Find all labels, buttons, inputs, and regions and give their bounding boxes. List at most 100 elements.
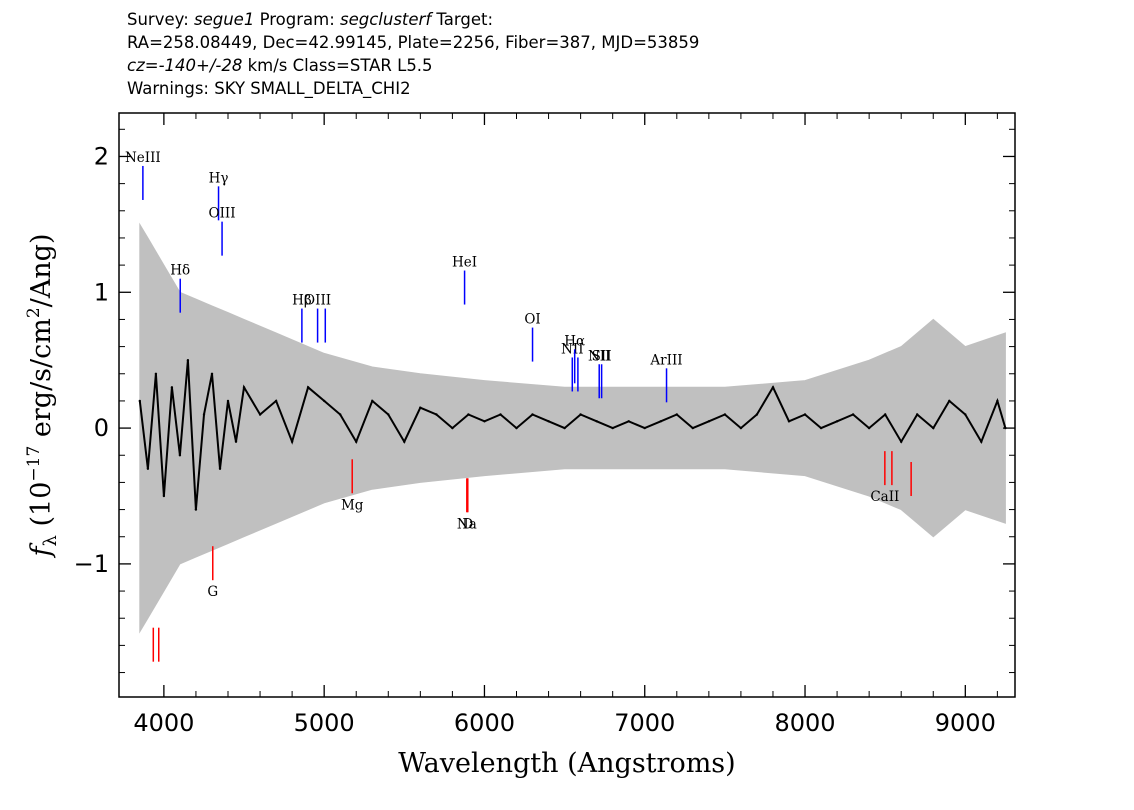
- line-label: Hγ: [209, 170, 229, 186]
- flux-point: [707, 420, 711, 423]
- line-label: HeI: [452, 255, 477, 271]
- survey-label: Survey:: [127, 10, 194, 29]
- flux-point: [595, 420, 598, 423]
- plot-frame: [118, 112, 1016, 698]
- header-line-coordinates: RA=258.08449, Dec=42.99145, Plate=2256, …: [127, 33, 700, 52]
- flux-point: [948, 399, 951, 403]
- line-label: NeIII: [125, 150, 161, 166]
- flux-point: [900, 440, 903, 443]
- x-tick-label: 6000: [454, 709, 515, 737]
- survey-value: segue1: [194, 10, 255, 29]
- flux-point: [531, 413, 534, 416]
- line-label: OIII: [209, 206, 236, 222]
- class-text: km/s Class=STAR L5.5: [242, 56, 433, 75]
- line-label: ArIII: [649, 352, 682, 368]
- program-label: Program:: [254, 10, 340, 29]
- line-label: SII: [592, 348, 612, 364]
- flux-point: [819, 426, 823, 430]
- x-tick-label: 8000: [774, 709, 835, 737]
- flux-point: [643, 426, 646, 430]
- flux-point: [803, 413, 807, 416]
- line-label: Hα: [564, 333, 585, 349]
- line-label: OI: [524, 312, 540, 328]
- flux-point: [162, 494, 166, 498]
- flux-point: [306, 386, 310, 389]
- line-label: G: [207, 584, 218, 600]
- flux-point: [242, 386, 246, 389]
- tick-labels: 4000 5000 6000 7000 8000 9000 −1 0 1 2: [74, 142, 996, 737]
- line-label: CaII: [870, 489, 899, 505]
- flux-point: [274, 399, 278, 403]
- flux-line: [138, 360, 1007, 510]
- line-label: NII: [588, 348, 610, 364]
- line-label: Hδ: [170, 263, 190, 279]
- header-line-redshift: cz=-140+/-28 km/s Class=STAR L5.5: [127, 54, 699, 77]
- x-tick-label: 4000: [133, 709, 194, 737]
- axis-ticks: [119, 113, 1015, 697]
- flux-point: [339, 413, 342, 416]
- flux-point: [835, 420, 839, 423]
- flux-point: [691, 426, 694, 430]
- flux-point: [138, 399, 141, 403]
- flux-point: [226, 399, 230, 403]
- flux-point: [723, 413, 727, 416]
- flux-point: [932, 426, 935, 430]
- flux-point: [739, 426, 743, 430]
- flux-point: [467, 413, 470, 416]
- flux-point: [202, 413, 206, 416]
- flux-point: [258, 413, 262, 416]
- line-label: OIII: [304, 293, 331, 309]
- flux-spectrum: [138, 359, 1007, 511]
- flux-point: [627, 420, 630, 423]
- flux-point: [371, 399, 374, 403]
- flux-point: [218, 467, 222, 470]
- flux-point: [419, 406, 422, 409]
- flux-point: [755, 413, 759, 416]
- x-axis-title: Wavelength (Angstroms): [398, 748, 735, 779]
- line-label: D: [462, 516, 473, 532]
- y-axis-title: fλ (10−17 erg/s/cm2/Ang): [24, 234, 61, 559]
- flux-point: [403, 440, 406, 443]
- flux-point: [290, 440, 294, 443]
- y-tick-label: 1: [94, 278, 109, 306]
- flux-point: [884, 413, 887, 416]
- header-line-survey: Survey: segue1 Program: segclusterf Targ…: [127, 8, 699, 31]
- flux-point: [996, 399, 999, 403]
- error-band: [139, 222, 1006, 634]
- spectrum-header: Survey: segue1 Program: segclusterf Targ…: [127, 8, 699, 100]
- flux-point: [515, 426, 518, 430]
- flux-point: [964, 413, 967, 416]
- flux-point: [916, 413, 919, 416]
- flux-point: [483, 420, 486, 423]
- flux-point: [980, 440, 983, 443]
- flux-point: [499, 413, 502, 416]
- flux-point: [178, 454, 182, 457]
- flux-point: [170, 386, 174, 389]
- target-label: Target:: [431, 10, 494, 29]
- flux-point: [194, 508, 198, 511]
- flux-point: [611, 426, 614, 430]
- flux-point: [659, 420, 662, 423]
- x-tick-label: 9000: [935, 709, 996, 737]
- y-tick-label: 0: [94, 414, 109, 442]
- cz-value: -140+/-28: [158, 56, 243, 75]
- x-tick-label: 5000: [294, 709, 355, 737]
- flux-point: [547, 420, 550, 423]
- flux-point: [563, 426, 566, 430]
- line-label: Mg: [341, 497, 364, 513]
- program-value: segclusterf: [340, 10, 432, 29]
- header-line-warnings: Warnings: SKY SMALL_DELTA_CHI2: [127, 79, 411, 98]
- y-tick-label: 2: [94, 142, 109, 170]
- flux-point: [771, 386, 775, 389]
- flux-point: [387, 413, 390, 416]
- line-label: NII: [561, 341, 583, 357]
- flux-point: [355, 440, 358, 443]
- flux-point: [851, 413, 855, 416]
- line-label: Hβ: [292, 293, 312, 309]
- flux-point: [675, 413, 678, 416]
- flux-point: [154, 372, 158, 375]
- x-tick-label: 7000: [614, 709, 675, 737]
- flux-point: [186, 359, 190, 362]
